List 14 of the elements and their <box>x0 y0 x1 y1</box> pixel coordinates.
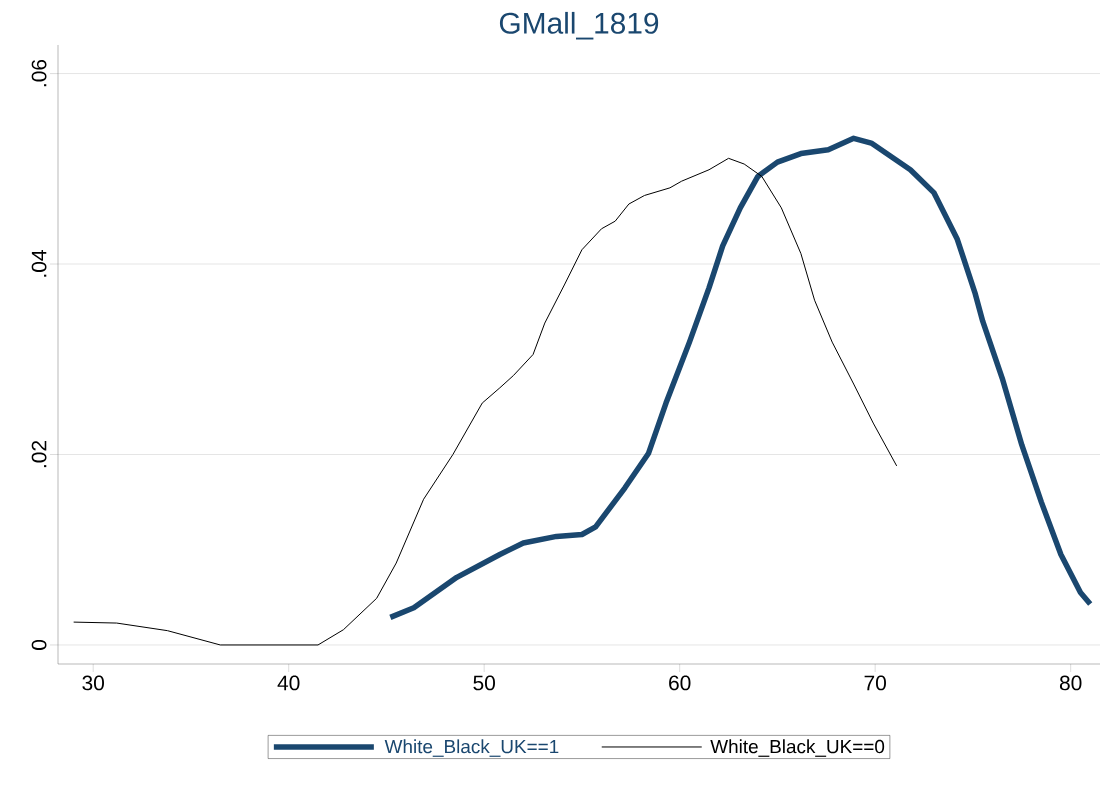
text: White_Black_UK==0 <box>710 739 885 757</box>
y-tick-label: .02 <box>31 441 47 468</box>
x-tick-label: 70 <box>864 675 886 691</box>
y-tick-label: .04 <box>31 250 47 277</box>
x-tick-label: 80 <box>1059 675 1082 691</box>
line-series <box>73 157 898 646</box>
x-tick-label: 60 <box>669 675 691 691</box>
y-tick-label: 0 <box>31 639 47 650</box>
y-tick-label: .06 <box>31 59 47 87</box>
text: White_Black_UK==1 <box>384 739 559 757</box>
x-tick-label: 30 <box>82 675 104 691</box>
x-tick-label: 40 <box>277 675 300 691</box>
chart-title: GMall_1819 <box>499 11 659 40</box>
x-tick-label: 50 <box>473 675 495 691</box>
